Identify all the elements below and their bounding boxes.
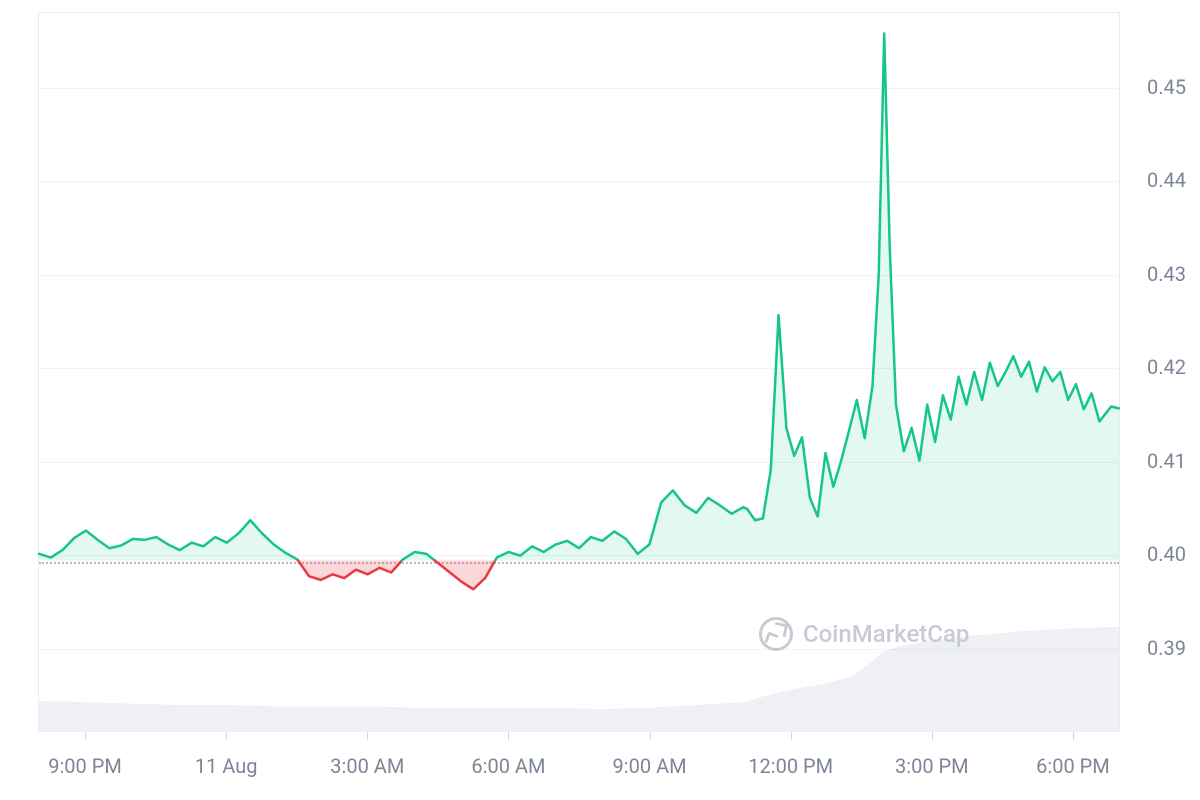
y-axis-label: 0.41 — [1147, 449, 1186, 473]
x-axis-label: 11 Aug — [195, 754, 258, 778]
x-tick — [226, 732, 227, 740]
y-axis-label: 0.40 — [1147, 542, 1186, 566]
y-axis-label: 0.43 — [1147, 262, 1186, 286]
x-axis-label: 6:00 AM — [471, 754, 545, 778]
x-tick — [367, 732, 368, 740]
y-axis-label: 0.44 — [1147, 168, 1186, 192]
x-axis-label: 3:00 PM — [895, 754, 969, 778]
x-tick — [650, 732, 651, 740]
x-tick — [932, 732, 933, 740]
y-axis-label: 0.39 — [1147, 636, 1186, 660]
x-tick — [508, 732, 509, 740]
x-tick — [85, 732, 86, 740]
x-axis-label: 6:00 PM — [1036, 754, 1110, 778]
x-axis-label: 12:00 PM — [748, 754, 833, 778]
x-axis-label: 9:00 PM — [48, 754, 122, 778]
x-tick — [1073, 732, 1074, 740]
x-axis-label: 3:00 AM — [330, 754, 404, 778]
y-axis-label: 0.45 — [1147, 75, 1186, 99]
y-axis-label: 0.42 — [1147, 355, 1186, 379]
x-tick — [791, 732, 792, 740]
y-axis: 0.39 0.40 0.41 0.42 0.43 0.44 0.45 — [0, 0, 1200, 800]
x-axis-label: 9:00 AM — [613, 754, 687, 778]
